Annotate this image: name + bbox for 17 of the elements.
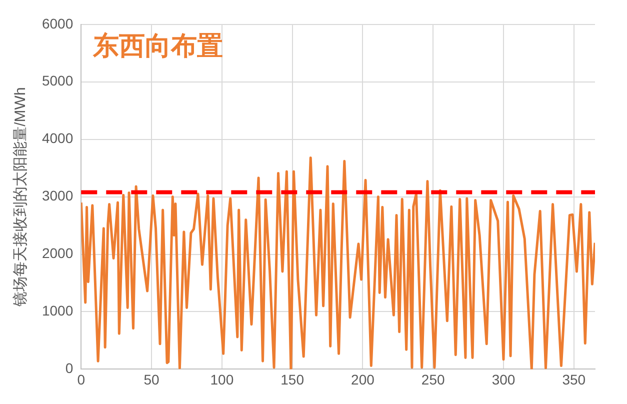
- x-tick-label: 50: [144, 371, 160, 388]
- y-tick-label: 0: [65, 360, 74, 376]
- chart-title: 东西向布置: [92, 30, 224, 61]
- y-tick-label: 3000: [42, 188, 74, 204]
- y-tick-label: 1000: [42, 302, 74, 319]
- y-tick-label: 4000: [42, 130, 74, 146]
- x-tick-label: 250: [421, 371, 445, 388]
- x-tick-label: 100: [210, 371, 234, 388]
- y-tick-label: 5000: [42, 72, 74, 89]
- x-tick-label: 350: [562, 371, 586, 388]
- x-tick-label: 0: [77, 371, 86, 388]
- y-tick-label: 2000: [42, 245, 74, 262]
- y-axis-title: 镜场每天接收到的太阳能量/MWh: [12, 87, 30, 308]
- x-tick-label: 200: [351, 371, 375, 388]
- y-tick-label: 6000: [42, 15, 74, 32]
- x-tick-label: 300: [492, 371, 516, 388]
- x-tick-label: 150: [280, 371, 304, 388]
